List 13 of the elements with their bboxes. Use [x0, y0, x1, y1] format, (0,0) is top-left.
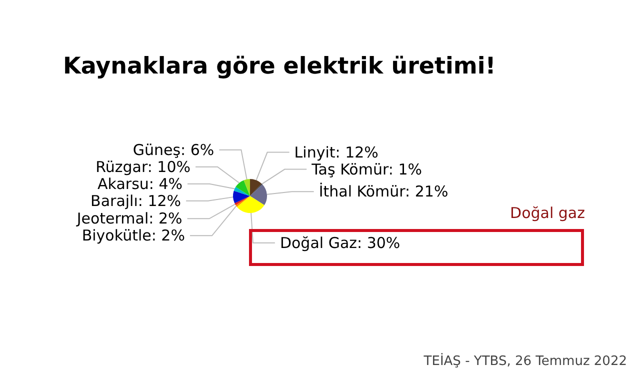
- slice-label: Rüzgar: 10%: [96, 158, 191, 176]
- slice-label: Biyokütle: 2%: [82, 226, 185, 245]
- slice-label: Doğal Gaz: 30%: [280, 234, 400, 252]
- text: Doğal gaz: [510, 204, 585, 222]
- slice-label: Jeotermal: 2%: [76, 210, 182, 228]
- slice-label: Taş Kömür: 1%: [310, 160, 422, 178]
- slice-label: Güneş: 6%: [132, 140, 214, 159]
- text: TEİAŞ - YTBS, 26 Temmuz 2022: [424, 354, 627, 369]
- slice-label: Linyit: 12%: [294, 143, 378, 162]
- slice-label: Akarsu: 4%: [98, 174, 183, 193]
- slice-label: Barajlı: 12%: [90, 192, 182, 210]
- slice-label: İthal Kömür: 21%: [318, 182, 448, 201]
- chart-title: Kaynaklara göre elektrik üretimi!: [63, 54, 496, 80]
